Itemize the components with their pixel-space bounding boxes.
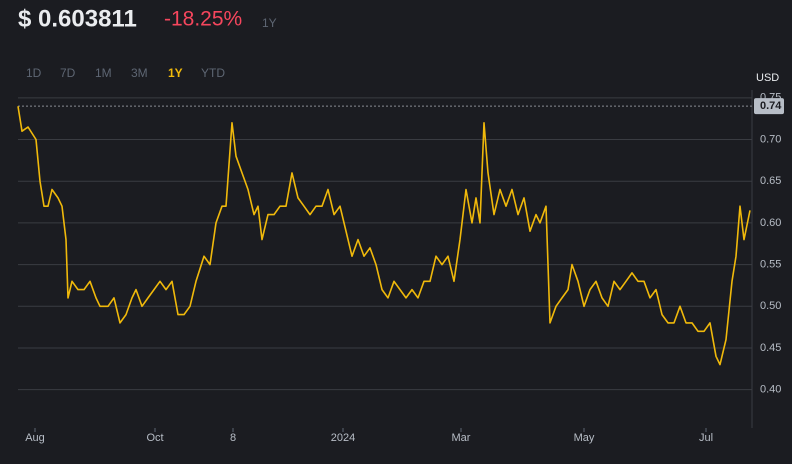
x-tick-label: Aug (25, 432, 45, 444)
timeframe-button[interactable]: 3M (131, 66, 148, 80)
price-tag-label: 0.74 (760, 100, 782, 112)
x-tick-label: Jul (699, 432, 713, 444)
x-tick-label: Oct (146, 432, 163, 444)
x-tick-label: Mar (452, 432, 471, 444)
y-tick-label: 0.55 (760, 258, 781, 270)
price-change: -18.25% (164, 8, 242, 31)
price: $ 0.603811 (18, 5, 137, 32)
period: 1Y (262, 16, 277, 30)
x-tick-label: May (574, 432, 595, 444)
price-line-series (17, 106, 751, 366)
price-tag (754, 98, 784, 115)
y-axis-label: USD (756, 72, 779, 84)
timeframe-button[interactable]: 1D (26, 66, 42, 80)
timeframe-button[interactable]: 1M (95, 66, 112, 80)
y-tick-label: 0.60 (760, 217, 781, 229)
timeframe-button[interactable]: 7D (60, 66, 76, 80)
y-tick-label: 0.70 (760, 133, 781, 145)
y-tick-label: 0.40 (760, 384, 781, 396)
y-tick-label: 0.50 (760, 300, 781, 312)
y-tick-label: 0.45 (760, 342, 781, 354)
x-tick-label: 8 (230, 432, 236, 444)
y-tick-label: 0.65 (760, 175, 781, 187)
timeframe-button[interactable]: 1Y (168, 66, 183, 80)
x-tick-label: 2024 (331, 432, 355, 444)
timeframe-button[interactable]: YTD (201, 66, 225, 80)
